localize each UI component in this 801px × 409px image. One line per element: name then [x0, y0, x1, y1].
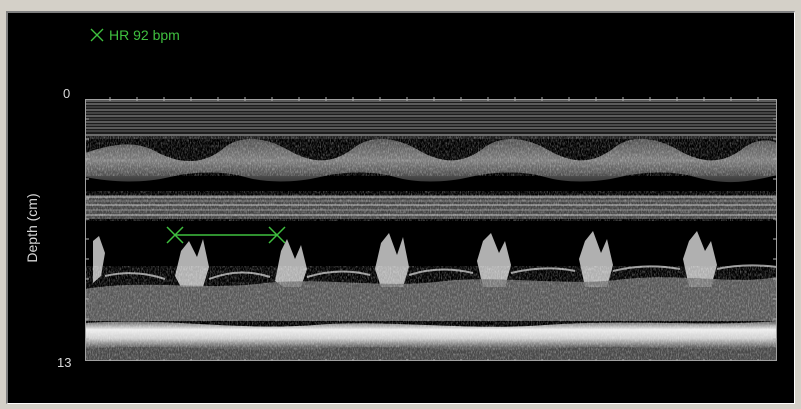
hr-caliper[interactable]: [166, 226, 286, 244]
depth-top-label: 0: [63, 86, 71, 101]
x-cross-icon: [90, 28, 104, 42]
right-ticks: [773, 118, 777, 340]
plot-border: [85, 99, 777, 361]
x-cross-icon[interactable]: [268, 226, 286, 244]
left-ticks: [85, 118, 89, 340]
m-mode-panel: HR 92 bpm 0 13 Depth (cm): [6, 11, 795, 404]
x-cross-icon[interactable]: [166, 226, 184, 244]
speckle-texture: [85, 136, 777, 361]
heart-rate-label: HR 92 bpm: [109, 27, 180, 43]
near-field-stripes: [85, 99, 777, 139]
bottom-ticks: [109, 359, 759, 361]
top-ticks: [109, 97, 759, 101]
depth-axis-title: Depth (cm): [24, 193, 40, 263]
m-mode-image: [85, 91, 777, 361]
depth-bottom-label: 13: [57, 355, 72, 370]
